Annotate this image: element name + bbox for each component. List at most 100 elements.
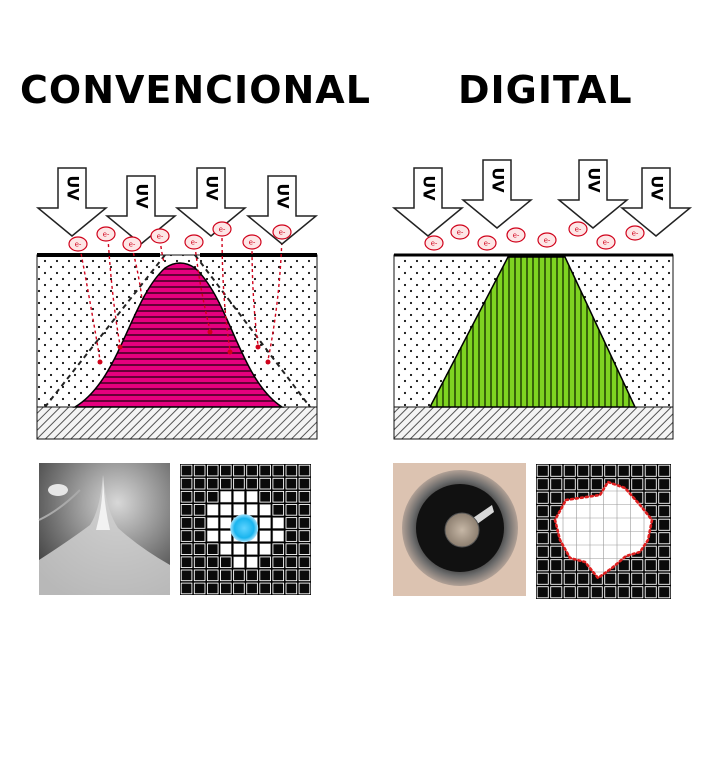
grid-cell bbox=[631, 586, 644, 599]
grid-cell bbox=[298, 464, 311, 477]
grid-cell bbox=[285, 543, 298, 555]
grid-cell bbox=[285, 530, 298, 542]
grid-cell bbox=[220, 517, 232, 529]
electron-icon: e- bbox=[68, 236, 88, 252]
down-arrow-icon: UV bbox=[460, 159, 534, 229]
grid-cell bbox=[220, 530, 232, 542]
svg-text:e-: e- bbox=[219, 226, 226, 234]
electron-icon: e- bbox=[96, 226, 116, 242]
uv-label: UV bbox=[64, 175, 83, 201]
electron-icon: e- bbox=[625, 225, 645, 241]
grid-cell bbox=[550, 559, 563, 572]
grid-cell bbox=[298, 490, 311, 503]
grid-cell bbox=[577, 464, 590, 477]
grid-cell bbox=[644, 478, 657, 491]
grid-cell bbox=[193, 517, 206, 529]
title-conventional: CONVENCIONAL bbox=[20, 68, 371, 112]
grid-cell bbox=[193, 477, 206, 490]
microscope-photo-digital bbox=[393, 463, 526, 596]
grid-cell bbox=[193, 504, 206, 516]
grid-cell bbox=[298, 477, 311, 490]
grid-cell bbox=[259, 569, 271, 582]
grid-cell bbox=[193, 582, 206, 595]
grid-cell bbox=[206, 464, 219, 477]
electron-icon: e- bbox=[424, 235, 444, 251]
grid-cell bbox=[285, 477, 298, 490]
grid-cell bbox=[285, 490, 298, 503]
svg-text:e-: e- bbox=[249, 239, 256, 247]
grid-cell bbox=[220, 464, 232, 477]
pixel-grid-conventional bbox=[180, 464, 311, 595]
grid-cell bbox=[590, 478, 603, 491]
halftone-dot bbox=[230, 514, 259, 543]
grid-cell bbox=[658, 586, 671, 599]
grid-cell bbox=[246, 464, 258, 477]
grid-cell bbox=[536, 491, 549, 504]
grid-cell bbox=[259, 490, 271, 503]
svg-text:e-: e- bbox=[513, 232, 520, 240]
conventional-diagram: UV UV UV UV e- e- e- e- e- e- e- e- bbox=[35, 167, 319, 595]
svg-text:e-: e- bbox=[431, 240, 438, 248]
grid-cell bbox=[246, 556, 258, 568]
grid-cell bbox=[259, 477, 271, 490]
grid-cell bbox=[233, 504, 245, 516]
grid-cell bbox=[206, 569, 219, 582]
grid-cell bbox=[272, 530, 284, 542]
svg-text:e-: e- bbox=[632, 230, 639, 238]
uv-label: UV bbox=[420, 175, 439, 201]
grid-cell bbox=[285, 517, 298, 529]
grid-cell bbox=[631, 478, 644, 491]
grid-cell bbox=[233, 556, 245, 568]
grid-cell bbox=[550, 572, 563, 585]
grid-cell bbox=[631, 572, 644, 585]
grid-cell bbox=[644, 464, 657, 477]
base-layer bbox=[36, 406, 318, 440]
uv-label: UV bbox=[133, 183, 152, 209]
grid-cell bbox=[617, 464, 630, 477]
electron-icon: e- bbox=[537, 232, 557, 248]
grid-cell bbox=[644, 572, 657, 585]
grid-cell bbox=[617, 586, 630, 599]
uv-arrows-digital: UV UV UV UV bbox=[391, 159, 693, 237]
grid-cell bbox=[193, 569, 206, 582]
svg-text:e-: e- bbox=[157, 233, 164, 241]
uv-label: UV bbox=[648, 175, 667, 201]
grid-cell bbox=[206, 556, 219, 569]
digital-diagram: UV UV UV UV e- e- e- e- e- e- e- e- bbox=[391, 159, 693, 599]
grid-cell bbox=[536, 532, 549, 545]
grid-cell bbox=[298, 517, 311, 529]
grid-cell bbox=[563, 478, 576, 491]
grid-cell bbox=[180, 569, 193, 582]
electron-hits bbox=[97, 329, 271, 365]
grid-cell bbox=[272, 504, 285, 516]
electron-icon: e- bbox=[568, 221, 588, 237]
grid-cell bbox=[246, 491, 258, 503]
grid-cell bbox=[536, 545, 549, 558]
grid-cell bbox=[590, 464, 603, 477]
grid-cell bbox=[658, 478, 671, 491]
uv-label: UV bbox=[585, 167, 604, 193]
svg-text:e-: e- bbox=[191, 239, 198, 247]
grid-cell bbox=[220, 582, 232, 595]
uv-label: UV bbox=[489, 167, 508, 193]
electron-icon: e- bbox=[150, 228, 170, 244]
pixel-grid-digital bbox=[536, 464, 671, 599]
grid-cell bbox=[285, 569, 298, 582]
grid-cell bbox=[206, 582, 219, 595]
grid-cell bbox=[259, 464, 271, 477]
down-arrow-icon: UV bbox=[104, 175, 178, 245]
grid-cell bbox=[180, 504, 193, 516]
grid-cell bbox=[272, 582, 285, 595]
grid-cell bbox=[272, 556, 285, 569]
grid-cell bbox=[246, 543, 258, 555]
grid-cell bbox=[658, 572, 671, 585]
grid-cell bbox=[536, 586, 549, 599]
grid-cell bbox=[298, 582, 311, 595]
grid-cell bbox=[233, 464, 245, 477]
uv-arrows-conventional: UV UV UV UV bbox=[35, 167, 319, 245]
uv-label: UV bbox=[274, 183, 293, 209]
down-arrow-icon: UV bbox=[174, 167, 248, 237]
grid-cell bbox=[285, 582, 298, 595]
grid-cell bbox=[604, 572, 617, 585]
grid-cell bbox=[285, 556, 298, 569]
